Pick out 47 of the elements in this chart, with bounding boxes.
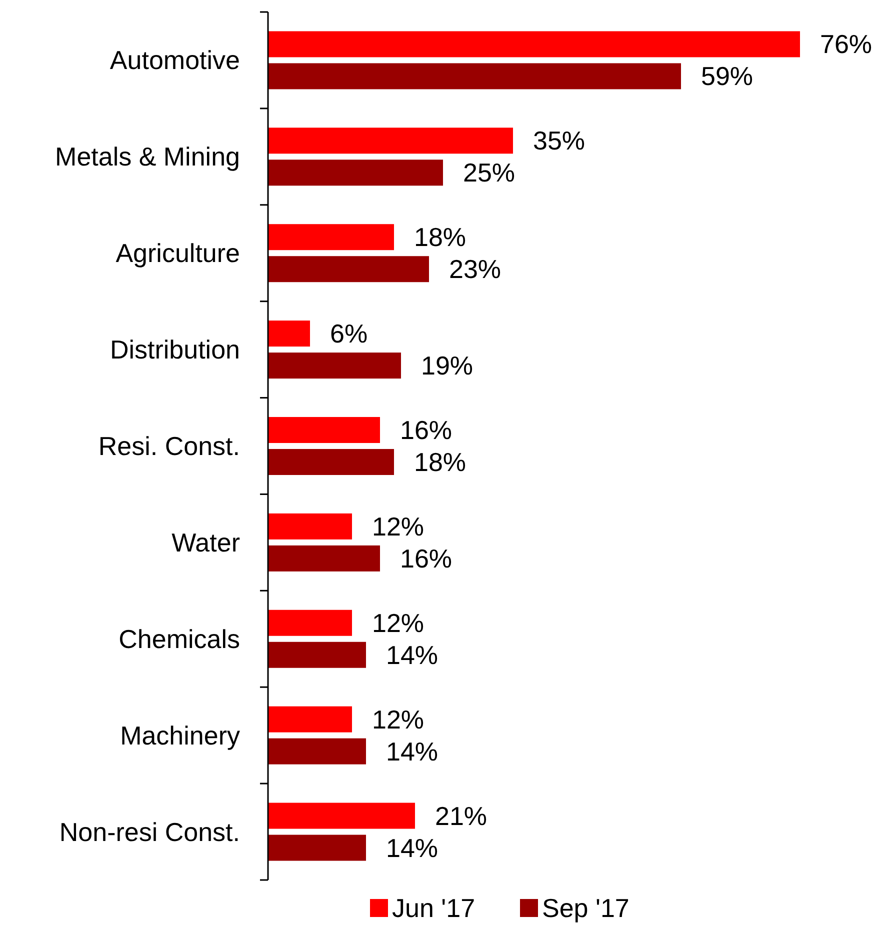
data-label: 18% (414, 447, 466, 477)
bar (268, 738, 366, 764)
data-label: 6% (330, 318, 368, 349)
bar (268, 256, 429, 282)
data-label: 12% (372, 704, 424, 734)
bar (268, 610, 352, 636)
y-tick-label: Non-resi Const. (59, 816, 240, 847)
data-label: 21% (435, 800, 488, 831)
data-label: 16% (400, 543, 452, 574)
bar (268, 63, 681, 90)
y-tick-label: Automotive (110, 45, 240, 76)
data-label: 16% (400, 415, 452, 445)
y-tick-label: Agriculture (116, 238, 240, 268)
bar (268, 834, 366, 861)
data-label: 19% (421, 350, 474, 381)
data-label: 35% (533, 126, 586, 156)
data-label: 14% (386, 832, 438, 863)
bar (268, 417, 380, 443)
data-label: 23% (449, 254, 502, 284)
y-tick-label: Machinery (120, 720, 240, 750)
bar (268, 128, 513, 154)
bar (268, 642, 366, 668)
y-tick-label: Distribution (110, 334, 240, 365)
data-label: 25% (463, 158, 516, 188)
legend-label: Sep '17 (542, 893, 630, 923)
bar (268, 352, 401, 379)
y-tick-label: Metals & Mining (55, 142, 240, 172)
bar (268, 31, 800, 58)
bar (268, 706, 352, 732)
bar (268, 320, 310, 347)
data-label: 76% (820, 29, 872, 60)
bar (268, 160, 443, 186)
data-label: 12% (372, 511, 424, 542)
bar (268, 545, 380, 572)
bar (268, 224, 394, 250)
bar (268, 449, 394, 475)
data-label: 12% (372, 608, 424, 638)
data-label: 14% (386, 736, 438, 766)
bar (268, 802, 415, 829)
y-tick-label: Resi. Const. (98, 431, 240, 461)
bar (268, 513, 352, 540)
legend-label: Jun '17 (392, 893, 476, 923)
data-label: 18% (414, 222, 466, 252)
data-label: 14% (386, 640, 438, 670)
data-label: 59% (701, 61, 754, 92)
y-tick-label: Water (172, 527, 240, 558)
y-tick-label: Chemicals (118, 624, 240, 654)
